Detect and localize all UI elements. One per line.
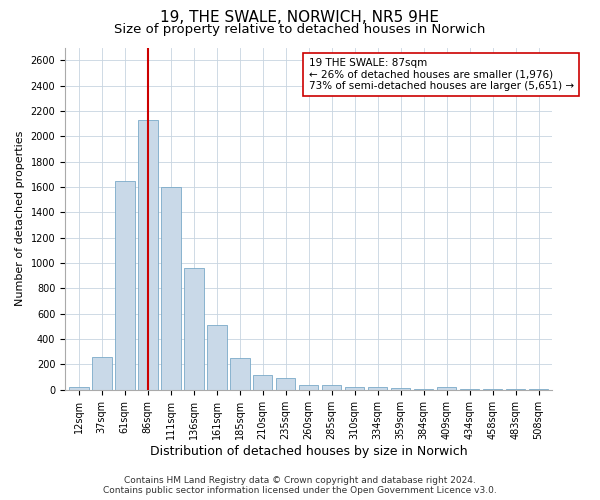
Bar — [138, 120, 158, 390]
Text: 19 THE SWALE: 87sqm
← 26% of detached houses are smaller (1,976)
73% of semi-det: 19 THE SWALE: 87sqm ← 26% of detached ho… — [309, 58, 574, 91]
Bar — [437, 388, 457, 390]
Bar — [345, 386, 364, 390]
Bar — [368, 388, 388, 390]
Bar — [253, 376, 272, 390]
Bar — [414, 388, 433, 390]
Bar — [529, 389, 548, 390]
Text: 19, THE SWALE, NORWICH, NR5 9HE: 19, THE SWALE, NORWICH, NR5 9HE — [161, 10, 439, 25]
Bar — [69, 386, 89, 390]
Bar — [276, 378, 295, 390]
Text: Size of property relative to detached houses in Norwich: Size of property relative to detached ho… — [115, 22, 485, 36]
Bar — [299, 385, 319, 390]
Bar — [207, 325, 227, 390]
Bar — [161, 187, 181, 390]
Bar — [460, 388, 479, 390]
Bar — [483, 389, 502, 390]
Bar — [230, 358, 250, 390]
Bar — [184, 268, 203, 390]
Bar — [115, 180, 134, 390]
Bar — [506, 388, 526, 390]
Y-axis label: Number of detached properties: Number of detached properties — [15, 131, 25, 306]
X-axis label: Distribution of detached houses by size in Norwich: Distribution of detached houses by size … — [150, 444, 467, 458]
Bar — [322, 385, 341, 390]
Bar — [391, 388, 410, 390]
Text: Contains HM Land Registry data © Crown copyright and database right 2024.
Contai: Contains HM Land Registry data © Crown c… — [103, 476, 497, 495]
Bar — [92, 357, 112, 390]
